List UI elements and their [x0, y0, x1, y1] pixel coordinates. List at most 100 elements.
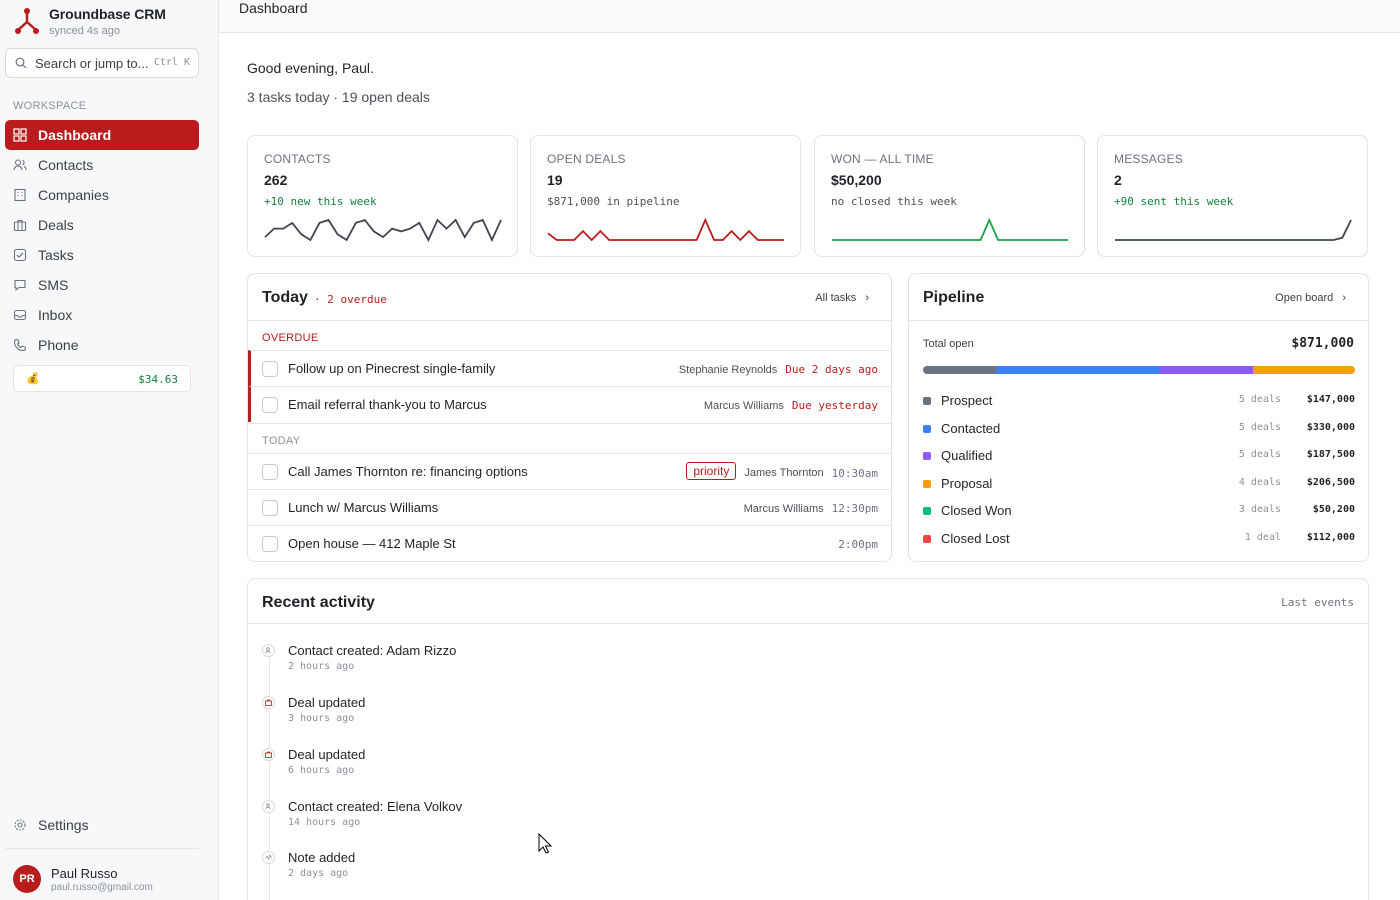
- all-tasks-link[interactable]: All tasks ›: [815, 292, 869, 304]
- activity-item[interactable]: Note added 2 days ago: [262, 850, 862, 891]
- pipeline-stage-row[interactable]: Contacted 5 deals $330,000: [923, 421, 1355, 439]
- stage-amount: $330,000: [1306, 422, 1355, 433]
- brand[interactable]: Groundbase CRM synced 4s ago: [14, 5, 214, 39]
- task-row[interactable]: Call James Thornton re: financing option…: [248, 453, 891, 489]
- task-row[interactable]: Open house — 412 Maple St 2:00pm: [248, 525, 891, 561]
- activity-time: 2 days ago: [288, 868, 349, 879]
- avatar[interactable]: PR: [13, 865, 41, 893]
- kpi-card-won[interactable]: WON — ALL TIME $50,200 no closed this we…: [814, 135, 1085, 257]
- sidebar-item-tasks[interactable]: Tasks: [5, 240, 199, 270]
- user-name: Paul Russo: [51, 866, 118, 881]
- sidebar-item-inbox[interactable]: Inbox: [5, 300, 199, 330]
- activity-title: Recent activity: [262, 594, 375, 611]
- activity-time: 2 hours ago: [288, 661, 355, 672]
- activity-item[interactable]: Deal updated 3 hours ago: [262, 695, 862, 736]
- sidebar-item-deals[interactable]: Deals: [5, 210, 199, 240]
- pipeline-stage-row[interactable]: Qualified 5 deals $187,500: [923, 448, 1355, 466]
- pipeline-stage-row[interactable]: Proposal 4 deals $206,500: [923, 476, 1355, 494]
- money-bag-icon: 💰: [26, 373, 40, 385]
- search-shortcut: Ctrl K: [153, 57, 190, 68]
- pipeline-segment: [923, 366, 996, 374]
- kpi-card-open-deals[interactable]: OPEN DEALS 19 $871,000 in pipeline: [530, 135, 801, 257]
- task-title: Call James Thornton re: financing option…: [288, 464, 528, 479]
- task-checkbox[interactable]: [262, 464, 278, 480]
- activity-item[interactable]: Deal updated 6 hours ago: [262, 747, 862, 788]
- task-checkbox[interactable]: [262, 361, 278, 377]
- task-person: Stephanie Reynolds: [678, 363, 778, 376]
- sidebar-item-settings[interactable]: Settings: [5, 810, 199, 840]
- task-row[interactable]: Follow up on Pinecrest single-family Ste…: [248, 350, 891, 386]
- pipeline-stage-row[interactable]: Prospect 5 deals $147,000: [923, 393, 1355, 411]
- stage-color-dot: [923, 507, 931, 515]
- today-label: TODAY: [248, 423, 891, 447]
- task-row[interactable]: Email referral thank-you to Marcus Marcu…: [248, 386, 891, 422]
- today-title: Today: [262, 289, 308, 306]
- kpi-card-contacts[interactable]: CONTACTS 262 +10 new this week: [247, 135, 518, 257]
- sidebar-item-label: Dashboard: [38, 127, 112, 143]
- sidebar-item-companies[interactable]: Companies: [5, 180, 199, 210]
- grid-icon: [13, 128, 27, 142]
- user-email: paul.russo@gmail.com: [51, 882, 153, 893]
- sidebar-item-label: Phone: [38, 337, 79, 353]
- chevron-right-icon: ›: [865, 292, 869, 304]
- task-title: Email referral thank-you to Marcus: [288, 397, 487, 412]
- sidebar-item-label: Contacts: [38, 157, 94, 173]
- stage-count: 4 deals: [1238, 477, 1281, 488]
- activity-title: Note added: [288, 850, 356, 865]
- stage-count: 1 deal: [1244, 532, 1281, 543]
- overdue-label: OVERDUE: [262, 332, 319, 344]
- summary-text: 3 tasks today · 19 open deals: [247, 89, 430, 105]
- sidebar-item-label: Companies: [38, 187, 109, 203]
- stage-count: 5 deals: [1238, 422, 1281, 433]
- pipeline-stage-row[interactable]: Closed Won 3 deals $50,200: [923, 503, 1355, 521]
- stage-amount: $50,200: [1312, 504, 1355, 515]
- sparkline: [547, 217, 784, 242]
- sidebar-item-sms[interactable]: SMS: [5, 270, 199, 300]
- task-due: Due yesterday: [791, 399, 878, 412]
- kpi-value: $50,200: [831, 172, 882, 188]
- pipeline-segment: [1252, 366, 1355, 374]
- last-events-label: Last events: [1281, 596, 1354, 609]
- sidebar-item-label: Deals: [38, 217, 74, 233]
- stage-color-dot: [923, 452, 931, 460]
- task-row[interactable]: Lunch w/ Marcus Williams Marcus Williams…: [248, 489, 891, 525]
- user-plus-icon: [262, 644, 275, 657]
- task-meta: Marcus Williams 12:30pm: [744, 502, 878, 515]
- activity-item[interactable]: Contact created: Adam Rizzo 2 hours ago: [262, 643, 862, 684]
- sparkline: [264, 218, 502, 242]
- sparkline: [832, 217, 1068, 241]
- greeting: Good evening, Paul.: [247, 60, 374, 76]
- workspace-label: WORKSPACE: [13, 100, 87, 112]
- stage-name: Closed Lost: [941, 531, 1010, 546]
- activity-title: Deal updated: [288, 695, 366, 710]
- activity-time: 6 hours ago: [288, 765, 355, 776]
- open-board-link[interactable]: Open board ›: [1275, 292, 1346, 304]
- activity-time: 14 hours ago: [288, 817, 361, 828]
- sparkline-path: [1115, 219, 1352, 241]
- stage-count: 5 deals: [1238, 394, 1281, 405]
- stage-color-dot: [923, 535, 931, 543]
- pipeline-progress-bar: [923, 366, 1355, 374]
- sidebar-item-contacts[interactable]: Contacts: [5, 150, 199, 180]
- pipeline-stage-row[interactable]: Closed Lost 1 deal $112,000: [923, 531, 1355, 549]
- kpi-label: WON — ALL TIME: [831, 152, 934, 166]
- pipeline-segment: [996, 366, 1160, 374]
- task-title: Follow up on Pinecrest single-family: [288, 361, 496, 376]
- sidebar-item-phone[interactable]: Phone: [5, 330, 199, 360]
- stage-count: 5 deals: [1238, 449, 1281, 460]
- task-meta: priority James Thornton 10:30am: [686, 462, 878, 480]
- sparkline-path: [547, 217, 784, 242]
- task-checkbox[interactable]: [262, 500, 278, 516]
- wallet-balance[interactable]: 💰 $34.63: [13, 365, 191, 392]
- overdue-count: · 2 overdue: [314, 293, 387, 306]
- activity-item[interactable]: Contact created: Elena Volkov 14 hours a…: [262, 799, 862, 840]
- task-checkbox[interactable]: [262, 397, 278, 413]
- sidebar-item-dashboard[interactable]: Dashboard: [5, 120, 199, 150]
- stage-name: Closed Won: [941, 503, 1012, 518]
- kpi-card-messages[interactable]: MESSAGES 2 +90 sent this week: [1097, 135, 1368, 257]
- search-input[interactable]: Search or jump to... Ctrl K: [5, 48, 199, 78]
- topbar: Dashboard: [219, 0, 1400, 33]
- task-checkbox[interactable]: [262, 536, 278, 552]
- priority-badge: priority: [686, 462, 737, 480]
- sidebar-item-label: SMS: [38, 277, 69, 293]
